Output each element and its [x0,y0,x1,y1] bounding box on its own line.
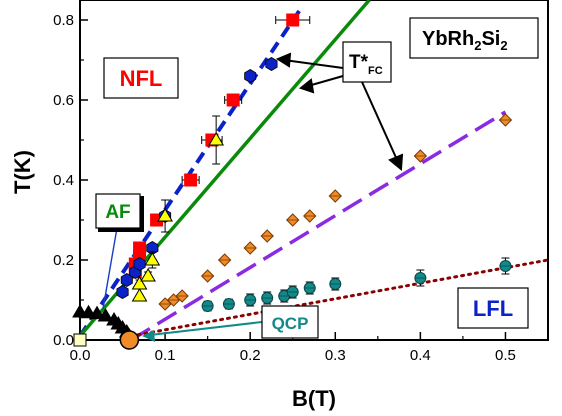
orange-diamond-point [217,253,232,267]
x-tick-label: 0.2 [240,347,261,364]
x-tick-label: 0.4 [410,347,431,364]
red-square-point [133,241,147,255]
origin-square [73,333,87,347]
blue-hexagon-point [133,257,146,271]
svg-text:NFL: NFL [120,66,163,91]
fit-lines [78,0,550,342]
orange-diamond-point [243,241,257,255]
x-tick-label: 0.5 [495,347,516,364]
orange-diamond-point [498,113,513,127]
orange-diamond-point [328,189,342,203]
teal-circle-point [329,278,342,290]
svg-text:QCP: QCP [272,314,309,333]
lfl-darkred-dotted [129,258,550,338]
orange-diamond-point [303,209,317,223]
yellow-triangle-point [144,252,161,266]
tstar-arrows [275,52,404,171]
tstar-violet-dashed [130,110,507,342]
qcp-point [119,330,140,350]
nfl-fit-dashed-blue [78,6,303,338]
qcp-label: QCP [142,305,319,342]
svg-text:AF: AF [105,202,130,223]
y-tick-label: 0.2 [53,252,74,269]
orange-diamond-point [200,269,215,283]
teal-circle-point [303,282,316,294]
red-square-point [184,173,198,187]
y-tick-label: 0.0 [53,332,74,349]
orange-diamond-point [175,289,189,303]
blue-hexagon-point [116,285,129,299]
af-label: AF [95,193,144,310]
y-tick-label: 0.6 [53,92,74,109]
black-triangle-point [97,308,114,322]
teal-circle-point [244,294,257,306]
material-label: YbRh2Si2 [409,17,539,59]
yellow-triangle-point [131,288,148,302]
lfl-label: LFL [457,287,529,329]
x-tick-label: 0.1 [155,347,176,364]
teal-circle-point [261,292,274,304]
nfl-label: NFL [103,57,179,99]
black-triangle-point [89,305,105,320]
svg-text:LFL: LFL [473,296,513,321]
teal-circle-point [286,286,299,298]
teal-circle-point [499,260,512,272]
blue-hexagon-point [265,57,278,71]
teal-circle-point [414,272,427,284]
svg-text:YbRh2Si2: YbRh2Si2 [422,28,508,53]
yellow-triangle-point [140,268,156,282]
yellow-triangle-point [157,208,173,222]
teal-circle-point [201,300,214,312]
y-axis-label: T(K) [10,150,35,194]
data-markers [72,13,513,350]
teal-circle-point [222,298,235,310]
red-square-point [226,93,240,107]
orange-diamond-point [286,213,300,227]
x-axis-label: B(T) [292,386,336,411]
y-tick-label: 0.8 [53,12,74,29]
y-tick-label: 0.4 [53,172,74,189]
x-tick-label: 0.0 [70,347,91,364]
axis-ticks: 0.0 0.1 0.2 0.3 0.4 0.5 0.0 0.2 0.4 0.6 0.8 [53,12,549,364]
blue-hexagon-point [244,69,257,83]
svg-text:T*FC: T*FC [349,52,383,77]
yellow-triangle-point [131,276,148,290]
x-tick-label: 0.3 [325,347,346,364]
orange-diamond-point [413,149,428,163]
yellow-triangle-point [208,132,225,146]
plot-frame [79,0,549,341]
red-square-point [286,13,300,27]
orange-diamond-point [260,229,274,243]
tstar-label: T*FC [342,41,392,83]
